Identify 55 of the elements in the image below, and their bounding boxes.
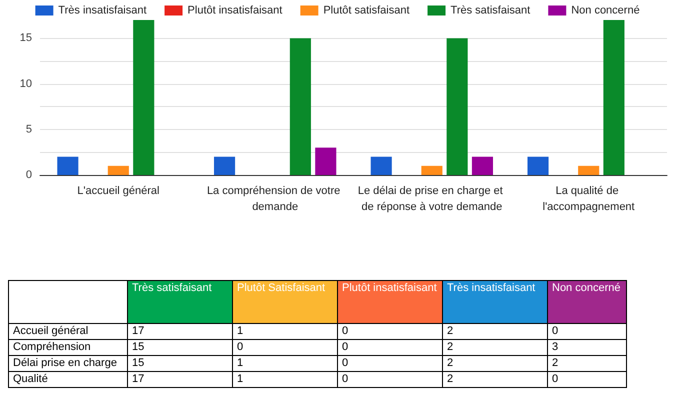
bar <box>133 20 154 175</box>
bar <box>57 156 78 175</box>
legend-label: Plutôt satisfaisant <box>323 4 410 16</box>
category-label: Qualité <box>8 372 128 388</box>
data-label: 2 <box>442 356 548 372</box>
category-label: Délai prise en charge <box>8 356 128 372</box>
bar <box>527 156 549 175</box>
text: Plutôt insatisfaisant <box>342 282 437 294</box>
category-label: Compréhension <box>8 340 128 356</box>
y-tick-label: 10 <box>20 78 32 90</box>
data-label: 2 <box>442 324 548 340</box>
x-tick-label: La compréhension de votre demande <box>206 185 344 213</box>
text: Plutôt Satisfaisant <box>237 282 326 294</box>
bar <box>603 20 624 175</box>
text: Non concerné <box>552 282 620 294</box>
data-label: 0 <box>548 324 626 340</box>
bar <box>108 166 129 175</box>
data-label: 1 <box>232 372 338 388</box>
bar <box>315 148 336 175</box>
data-label: 15 <box>128 340 232 356</box>
y-tick-label: 15 <box>20 32 32 44</box>
data-label: 3 <box>548 340 626 356</box>
bar <box>472 156 494 175</box>
data-label: 17 <box>128 324 232 340</box>
category-label: Accueil général <box>8 324 128 340</box>
text: Très satisfaisant <box>132 282 212 294</box>
data-label: 15 <box>128 356 232 372</box>
data-label: 2 <box>442 340 548 356</box>
data-label: 17 <box>128 372 232 388</box>
legend-label: Très satisfaisant <box>450 4 530 16</box>
bar <box>214 156 236 175</box>
data-label: 1 <box>232 356 338 372</box>
x-tick-label: La qualité de l'accompagnement <box>542 185 635 213</box>
data-label: 0 <box>548 372 626 388</box>
data-label: 1 <box>232 324 338 340</box>
bar <box>290 38 311 175</box>
x-tick-label: Le délai de prise en charge et de réponse à votre demande <box>358 185 506 213</box>
data-label: 0 <box>338 324 442 340</box>
x-tick-label: L'accueil général <box>77 185 160 197</box>
bar <box>578 166 600 175</box>
bar <box>446 38 468 175</box>
data-label: 0 <box>338 356 442 372</box>
bar <box>370 156 392 175</box>
bar <box>421 166 442 175</box>
data-label: 0 <box>338 372 442 388</box>
data-label: 2 <box>548 356 626 372</box>
data-label: 0 <box>232 340 338 356</box>
legend-label: Très insatisfaisant <box>58 4 147 16</box>
y-tick-label: 5 <box>26 123 32 136</box>
y-tick-label: 0 <box>26 169 32 181</box>
data-label: 0 <box>338 340 442 356</box>
legend-label: Non concerné <box>571 4 640 16</box>
text: Très insatisfaisant <box>447 282 536 294</box>
data-label: 2 <box>442 372 548 388</box>
legend-label: Plutôt insatisfaisant <box>188 4 282 16</box>
